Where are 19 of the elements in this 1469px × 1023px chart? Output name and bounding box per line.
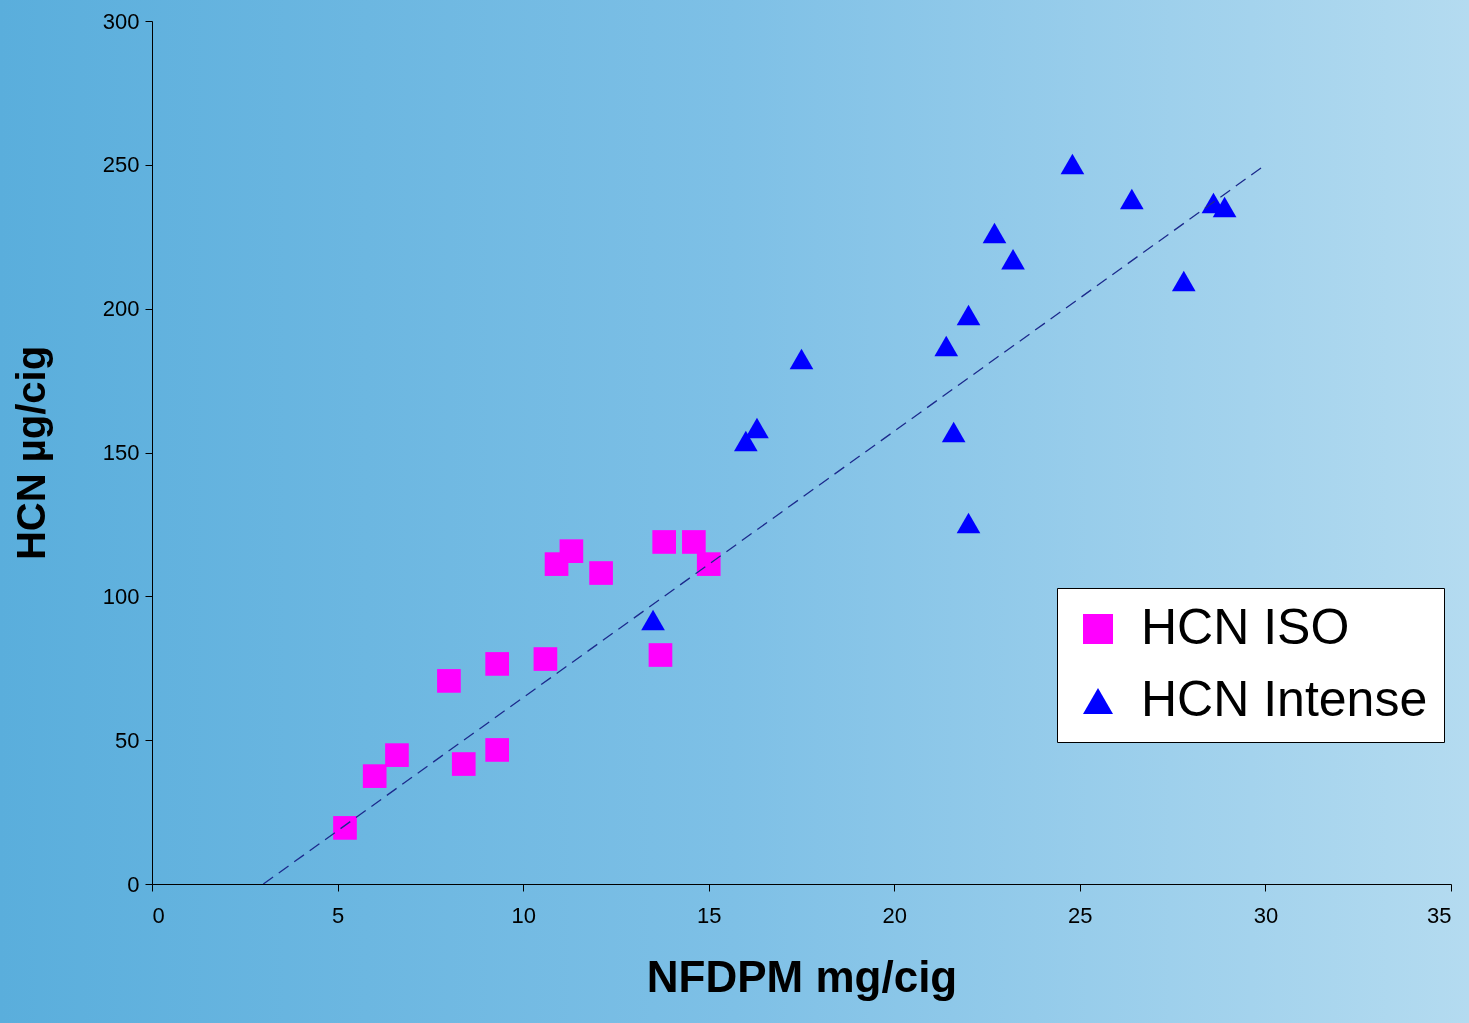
y-tick-label: 0 bbox=[127, 871, 140, 897]
x-tick-label: 10 bbox=[511, 902, 536, 928]
x-tick-label: 35 bbox=[1427, 902, 1452, 928]
y-tick-label: 250 bbox=[102, 152, 140, 178]
x-tick-label: 0 bbox=[152, 902, 165, 928]
x-axis-title: NFDPM mg/cig bbox=[646, 951, 958, 1001]
y-tick-label: 50 bbox=[115, 727, 140, 753]
y-tick-label: 200 bbox=[102, 296, 140, 322]
legend-label: HCN Intense bbox=[1141, 671, 1428, 727]
y-tick-label: 100 bbox=[102, 583, 140, 609]
y-axis-title: HCN µg/cig bbox=[8, 345, 53, 561]
x-tick-label: 15 bbox=[696, 902, 722, 928]
x-tick-label: 30 bbox=[1253, 902, 1279, 928]
x-tick-label: 5 bbox=[331, 902, 345, 928]
y-tick-label: 150 bbox=[102, 440, 140, 465]
x-tick-label: 25 bbox=[1068, 902, 1093, 928]
legend-label: HCN ISO bbox=[1141, 599, 1350, 655]
x-tick-label: 20 bbox=[882, 902, 908, 928]
y-tick-label: 300 bbox=[102, 8, 140, 34]
